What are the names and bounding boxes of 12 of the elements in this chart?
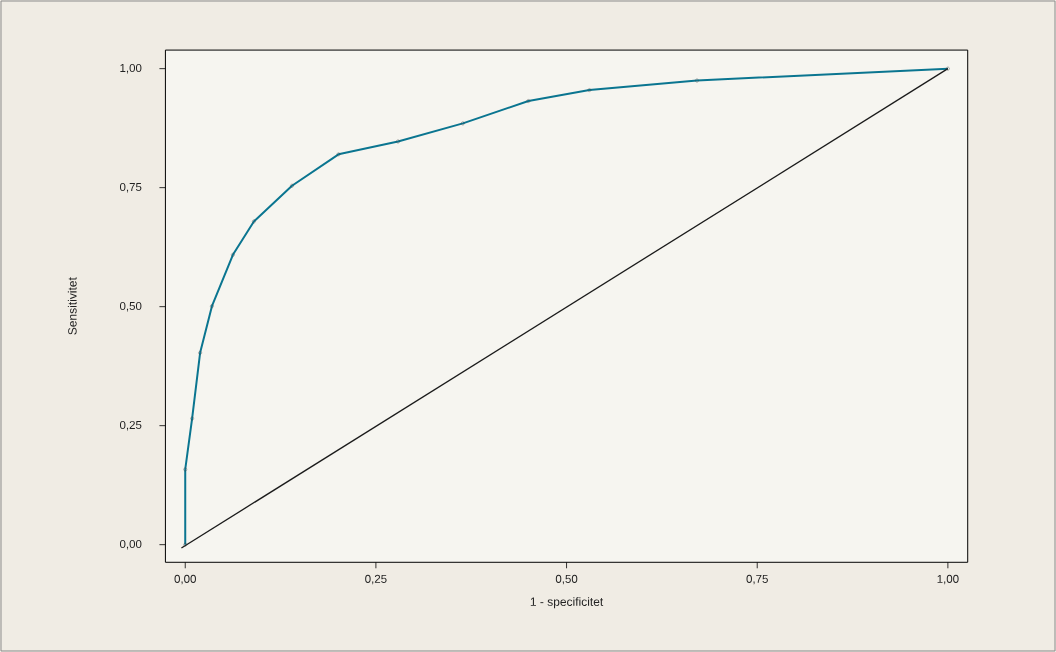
x-tick-label: 0,25 (365, 574, 387, 585)
y-tick-label: 0,50 (119, 301, 142, 312)
y-tick-label: 0,00 (119, 539, 142, 550)
x-axis-title: 1 - specificitet (530, 597, 604, 609)
x-tick-label: 0,00 (174, 574, 196, 585)
y-tick-label: 0,75 (119, 182, 142, 193)
x-tick-label: 0,75 (746, 574, 768, 585)
x-tick-label: 1,00 (937, 574, 959, 585)
y-tick-label: 0,25 (119, 420, 142, 431)
y-axis-title: Sensitivitet (67, 277, 77, 335)
x-tick-label: 0,50 (555, 574, 578, 585)
y-tick-label: 1,00 (120, 63, 142, 74)
